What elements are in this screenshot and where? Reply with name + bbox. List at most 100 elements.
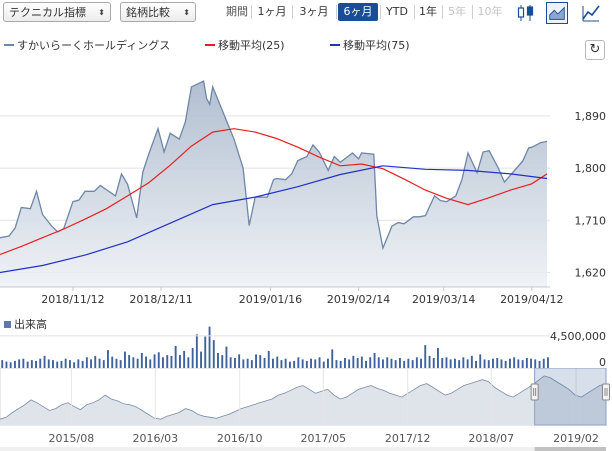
- compare-select[interactable]: 銘柄比較 ⬍: [120, 2, 196, 22]
- settings-icon[interactable]: [580, 2, 602, 24]
- navigator-chart: 2015/08 2016/03 2016/10 2017/05 2017/12 2018/…: [0, 368, 610, 451]
- volume-bar: [492, 358, 494, 368]
- volume-bar: [487, 360, 490, 368]
- volume-bar: [174, 345, 177, 368]
- navigator-tick-label: 2016/03: [132, 432, 178, 445]
- navigator-selection[interactable]: [534, 368, 607, 426]
- price-chart: 1,620 1,710 1,800 1,890 2018/11/12 2018/12/11…: [0, 55, 606, 306]
- range-ytd-button[interactable]: YTD: [386, 5, 408, 18]
- volume-bar: [267, 350, 270, 368]
- volume-bar: [475, 360, 477, 368]
- volume-bar: [399, 358, 401, 368]
- volume-bar: [547, 357, 549, 368]
- legend-swatch: [330, 44, 340, 46]
- range-6-month-button[interactable]: 6ヶ月: [338, 3, 378, 21]
- volume-bar: [500, 359, 503, 368]
- navigator-area: [0, 375, 606, 425]
- volume-bar: [386, 357, 389, 368]
- volume-bar: [64, 358, 67, 368]
- volume-bar: [162, 357, 164, 368]
- volume-bar: [5, 361, 8, 368]
- volume-bar: [280, 360, 283, 368]
- navigator-right-handle[interactable]: [602, 383, 610, 401]
- volume-bar: [263, 358, 266, 368]
- legend-item-price[interactable]: すかいらーくホールディングス: [4, 38, 170, 54]
- volume-bar: [339, 360, 342, 368]
- navigator-line: [0, 375, 607, 420]
- volume-bar: [187, 357, 190, 368]
- volume-bar: [52, 360, 54, 368]
- volume-bar: [411, 360, 414, 368]
- volume-bar: [466, 359, 469, 368]
- volume-bar: [301, 359, 304, 368]
- legend-item-ma25[interactable]: 移動平均(25): [205, 38, 285, 54]
- volume-bar: [513, 357, 516, 368]
- volume-bar: [331, 349, 334, 368]
- x-tick-label: 2019/02/14: [327, 293, 390, 306]
- volume-bar: [183, 350, 186, 368]
- area-chart-icon[interactable]: [546, 2, 568, 24]
- volume-bar: [390, 358, 393, 368]
- volume-bar: [415, 357, 418, 368]
- volume-bar: [542, 358, 545, 368]
- volume-bar: [47, 359, 50, 368]
- volume-bar: [310, 358, 312, 368]
- x-tick-label: 2019/01/16: [239, 293, 302, 306]
- volume-bar: [157, 352, 160, 368]
- volume-bar: [360, 356, 363, 368]
- x-tick-label: 2018/12/11: [129, 293, 192, 306]
- technical-indicator-select[interactable]: テクニカル指標 ⬍: [3, 2, 111, 22]
- volume-bar: [530, 358, 532, 368]
- navigator-scrollbar-track[interactable]: [0, 447, 606, 451]
- volume-bar: [377, 357, 380, 368]
- volume-bar: [403, 360, 406, 368]
- volume-label: 出来高: [4, 318, 47, 332]
- volume-bar: [293, 360, 296, 368]
- navigator-scrollbar-thumb[interactable]: [534, 447, 606, 451]
- volume-bar: [191, 348, 194, 368]
- volume-bar: [124, 351, 126, 368]
- candlestick-icon[interactable]: [515, 2, 537, 24]
- volume-bar: [335, 360, 338, 368]
- volume-bar: [517, 359, 520, 368]
- range-1-month-button[interactable]: 1ヶ月: [257, 5, 287, 18]
- volume-bar: [73, 362, 76, 368]
- volume-bar: [483, 359, 486, 368]
- volume-bar: [369, 357, 372, 368]
- refresh-button[interactable]: ↻: [585, 40, 605, 60]
- volume-bar: [327, 358, 329, 368]
- volume-bar: [115, 358, 118, 368]
- volume-bar: [94, 355, 97, 368]
- navigator-left-handle[interactable]: [530, 383, 539, 401]
- volume-bar: [382, 359, 384, 368]
- volume-bar: [145, 356, 147, 368]
- volume-bar: [356, 358, 359, 368]
- volume-bar: [348, 359, 351, 368]
- volume-bar: [297, 357, 300, 368]
- navigator-tick-label: 2015/08: [49, 432, 95, 445]
- select-arrows-icon: ⬍: [183, 8, 190, 17]
- volume-bar: [470, 355, 473, 368]
- volume-bar: [102, 360, 105, 368]
- refresh-icon: ↻: [589, 42, 601, 57]
- volume-bar: [314, 359, 317, 368]
- volume-bar: [9, 362, 12, 368]
- volume-bar: [250, 360, 253, 368]
- volume-bar: [394, 360, 397, 368]
- range-1-year-button[interactable]: 1年: [419, 5, 437, 18]
- volume-bar: [69, 360, 71, 368]
- volume-bar: [136, 358, 139, 368]
- volume-bar: [200, 351, 202, 368]
- separator: [336, 5, 337, 19]
- price-area: [0, 81, 547, 287]
- navigator-tick-label: 2017/12: [385, 432, 431, 445]
- range-3-month-button[interactable]: 3ヶ月: [299, 5, 329, 18]
- volume-bar: [234, 358, 236, 368]
- legend-swatch: [205, 44, 215, 46]
- legend-item-ma75[interactable]: 移動平均(75): [330, 38, 410, 54]
- ma25-line: [0, 128, 548, 256]
- volume-bar: [39, 358, 42, 368]
- volume-square-icon: [4, 320, 11, 328]
- volume-bar: [242, 359, 245, 368]
- x-tick-label: 2018/11/12: [41, 293, 104, 306]
